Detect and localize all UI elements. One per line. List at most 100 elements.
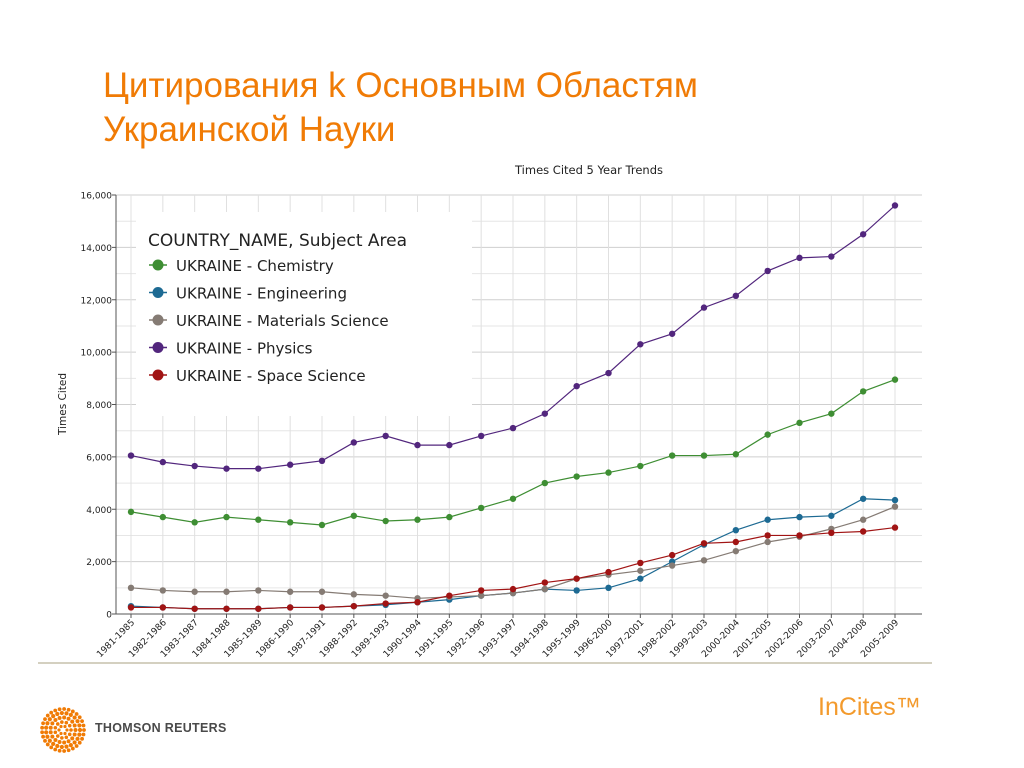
legend-marker	[152, 342, 164, 353]
data-point	[318, 457, 326, 465]
y-tick-label: 4,000	[86, 506, 112, 516]
logo-dot	[72, 715, 77, 720]
series-1	[127, 376, 899, 529]
logo-dot	[49, 710, 54, 715]
chart-title: Times Cited 5 Year Trends	[514, 163, 663, 177]
logo-dot	[77, 715, 82, 720]
logo-dot	[48, 730, 53, 735]
logo-dot	[50, 734, 55, 739]
data-point	[796, 513, 803, 521]
logo-dot	[45, 734, 50, 739]
data-point	[255, 605, 262, 612]
logo-dot	[70, 736, 75, 741]
series-5	[127, 524, 899, 612]
data-point	[828, 410, 835, 417]
legend-item: UKRAINE - Materials Science	[149, 312, 389, 330]
data-point	[446, 592, 453, 599]
logo-dot	[59, 710, 64, 716]
logo-dot	[62, 749, 67, 753]
logo-dot	[55, 722, 60, 726]
logo-dot	[55, 711, 60, 717]
data-point	[891, 496, 899, 504]
data-point	[668, 551, 676, 559]
legend-marker	[152, 369, 164, 381]
logo-dot	[40, 730, 45, 735]
data-point	[382, 592, 389, 599]
data-point	[223, 513, 230, 521]
data-point	[700, 452, 708, 459]
logo-dot	[47, 738, 52, 743]
data-point	[223, 605, 230, 612]
y-tick-label: 14,000	[81, 244, 113, 254]
logo-dot	[62, 707, 67, 711]
logo-dot	[45, 721, 50, 726]
logo-dot	[75, 719, 80, 724]
data-point	[382, 517, 389, 525]
data-point	[382, 432, 389, 440]
data-point	[828, 529, 835, 537]
data-point	[286, 461, 294, 468]
data-point	[191, 588, 198, 595]
logo-dot	[81, 723, 86, 728]
data-point	[764, 538, 771, 546]
data-point	[414, 599, 421, 606]
data-point	[891, 376, 899, 383]
data-point	[891, 524, 899, 531]
data-point	[573, 382, 580, 390]
data-point	[318, 588, 326, 595]
legend-marker	[152, 287, 164, 298]
logo-dot	[47, 717, 52, 722]
data-point	[859, 528, 867, 535]
logo-dot	[57, 728, 61, 732]
logo-dot	[53, 725, 58, 730]
data-point	[509, 495, 517, 502]
data-point	[732, 547, 740, 555]
logo-dot	[59, 731, 63, 736]
legend-title: COUNTRY_NAME, Subject Area	[148, 231, 407, 251]
logo-dot	[69, 728, 73, 732]
logo-dot	[67, 732, 72, 737]
axes	[112, 194, 922, 618]
logo-dot	[65, 728, 69, 732]
data-point	[541, 410, 549, 417]
data-point	[477, 592, 485, 599]
logo-dot	[59, 724, 63, 729]
data-point	[573, 587, 580, 594]
logo-dot	[41, 734, 45, 739]
logo-dot	[77, 732, 82, 737]
logo-dot	[55, 734, 60, 738]
data-point	[159, 587, 167, 594]
logo-dot	[67, 723, 72, 728]
y-tick-label: 2,000	[86, 558, 112, 568]
data-point	[477, 432, 485, 440]
legend-marker	[152, 314, 164, 326]
logo-dot	[80, 736, 84, 741]
logo-dot	[70, 709, 75, 714]
logo-dot	[74, 712, 79, 716]
legend-marker	[152, 259, 164, 271]
data-point	[637, 462, 644, 470]
data-point	[191, 462, 198, 470]
logo-dot	[70, 719, 75, 724]
data-point	[764, 267, 771, 275]
data-point	[541, 579, 549, 586]
data-point	[828, 253, 835, 260]
data-point	[159, 513, 167, 521]
y-tick-label: 10,000	[81, 349, 113, 359]
y-tick-label: 6,000	[86, 453, 112, 463]
footer-divider	[38, 662, 932, 664]
logo-dot	[62, 715, 67, 720]
data-point	[891, 202, 899, 209]
data-point	[191, 605, 198, 612]
data-point	[859, 231, 867, 238]
data-point	[828, 512, 835, 519]
logo-dot	[59, 744, 64, 750]
legend-label: UKRAINE - Chemistry	[176, 257, 334, 275]
legend-items: UKRAINE - Chemistry UKRAINE - Engineering…	[149, 257, 389, 385]
logo-dot	[68, 742, 73, 748]
logo-dot	[44, 725, 49, 730]
data-point	[732, 538, 740, 546]
logo-dot	[72, 740, 77, 745]
legend-item: UKRAINE - Physics	[149, 340, 313, 358]
data-point	[700, 557, 708, 564]
